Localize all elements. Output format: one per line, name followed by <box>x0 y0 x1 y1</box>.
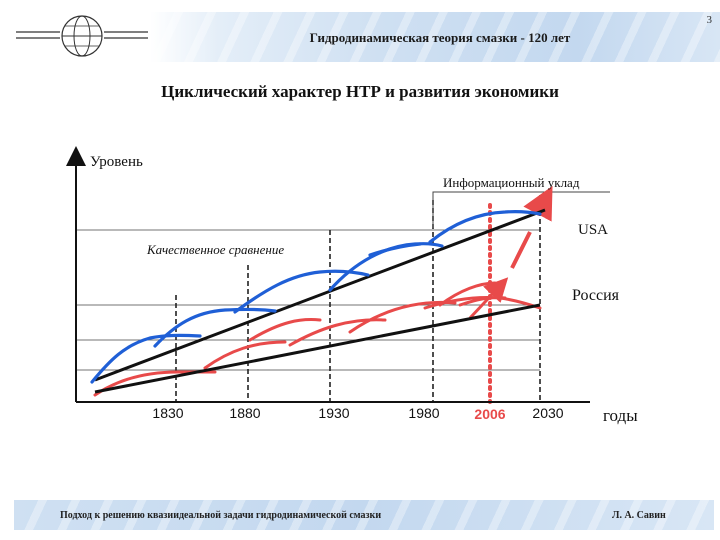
x-tick-label: 2030 <box>532 405 563 421</box>
x-tick-label: 1830 <box>152 405 183 421</box>
x-tick-label: 1930 <box>318 405 349 421</box>
russia-arrow <box>468 277 509 320</box>
slide-number: 3 <box>706 14 713 26</box>
y-axis-label: Уровень <box>90 154 143 170</box>
russia-wave <box>93 370 217 397</box>
usa-wave <box>368 242 422 257</box>
header-band <box>150 12 720 62</box>
usa-wave <box>90 333 202 384</box>
footer-left-text: Подход к решению квазиидеальной задачи г… <box>60 510 382 521</box>
usa-wave <box>428 210 542 244</box>
x-tick-label: 1980 <box>408 405 439 421</box>
main-title: Циклический характер НТР и развития экон… <box>161 82 559 101</box>
usa-label: USA <box>578 222 608 238</box>
qualitative-label: Качественное сравнение <box>146 242 284 257</box>
russia-jump-arrow <box>510 231 532 269</box>
russia-wave <box>348 300 457 334</box>
x-tick-label-highlight: 2006 <box>474 406 505 422</box>
russia-trend-line <box>94 303 541 394</box>
usa-wave <box>233 269 370 314</box>
x-tick-label: 1880 <box>229 405 260 421</box>
info-mode-label: Информационный уклад <box>443 175 580 190</box>
footer-band <box>14 500 714 530</box>
x-axis-label: годы <box>603 406 638 425</box>
russia-label: Россия <box>572 287 620 304</box>
russia-wave <box>248 318 322 342</box>
usa-trend-line <box>94 208 546 382</box>
footer-author: Л. А. Савин <box>612 510 666 521</box>
russia-wave <box>288 318 387 347</box>
header-title: Гидродинамическая теория смазки - 120 ле… <box>309 30 571 45</box>
usa-wave <box>153 307 277 348</box>
russia-wave <box>203 340 287 370</box>
globe-logo-icon <box>16 15 148 57</box>
